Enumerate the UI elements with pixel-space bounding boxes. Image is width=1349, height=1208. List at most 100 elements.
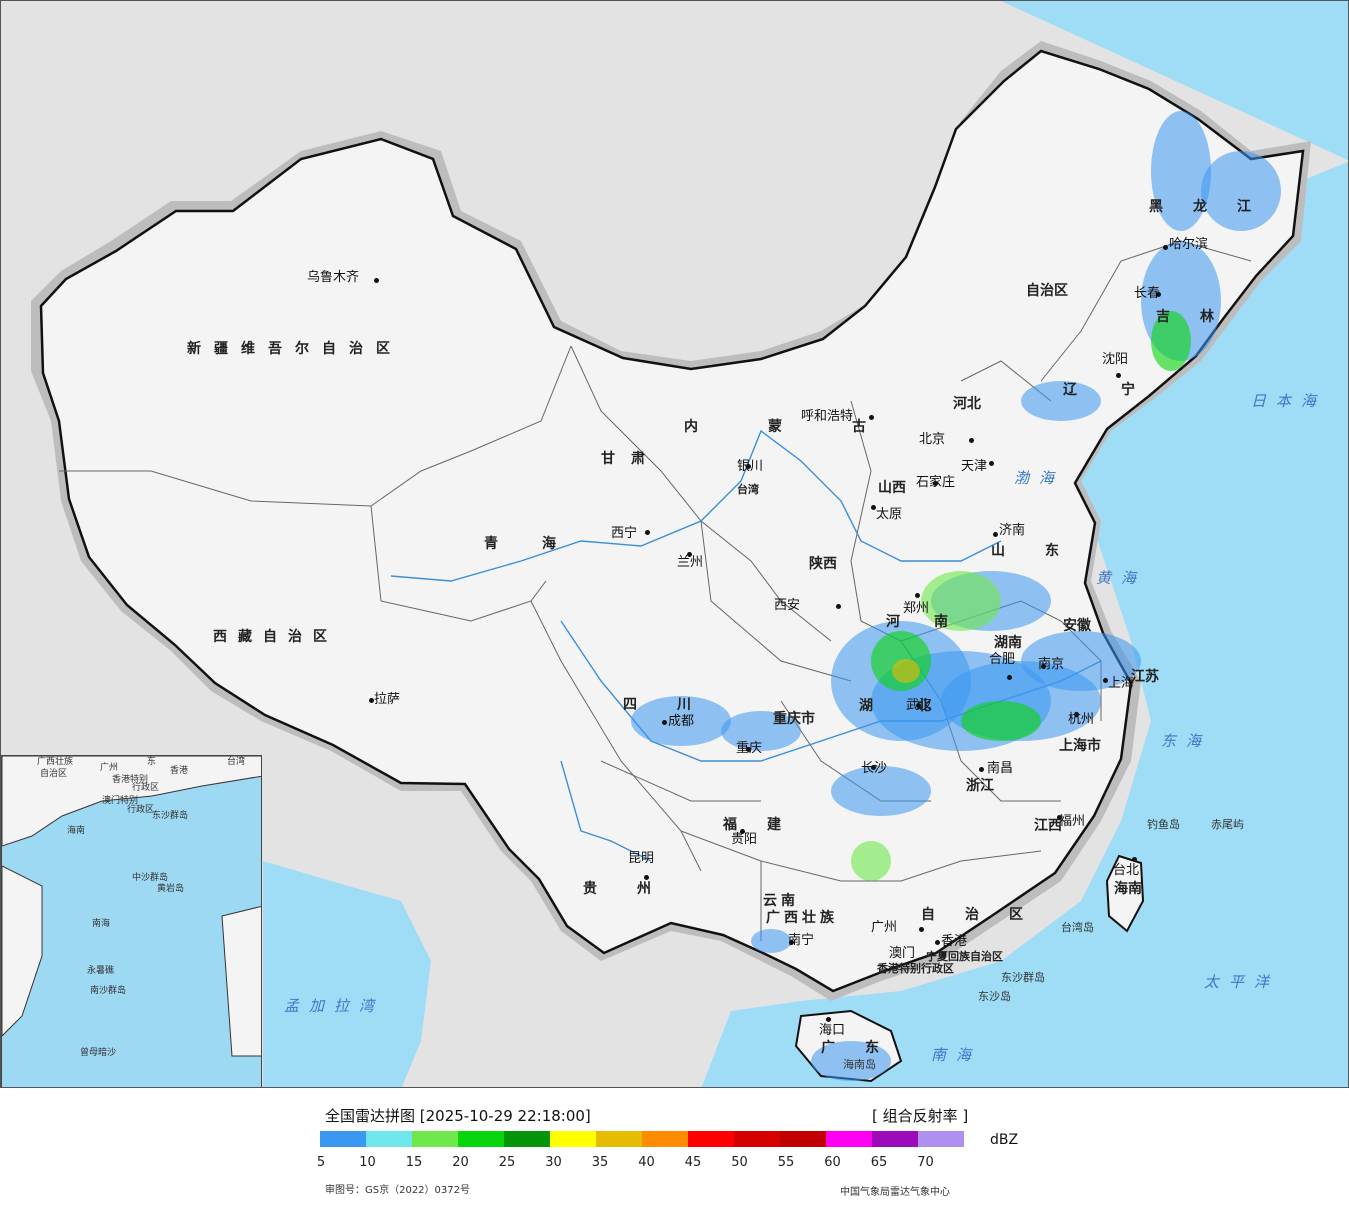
region-label: 黑龙江: [1149, 199, 1281, 215]
sea-label: 东海: [1161, 732, 1212, 750]
radar-echo: [892, 659, 920, 683]
region-label: 湖南: [994, 635, 1022, 651]
city-marker: [935, 940, 940, 945]
unit-label: dBZ: [990, 1132, 1019, 1148]
inset-label: 行政区: [127, 805, 155, 815]
region-label: 贵州: [583, 881, 691, 897]
city-marker: [989, 461, 994, 466]
region-label: 云南: [763, 893, 799, 909]
scale-tick: 5: [316, 1155, 326, 1170]
inset-label: 广州: [100, 763, 119, 773]
city-marker: [836, 604, 841, 609]
south-china-sea-inset: 广西壮族 自治区 广州东香港 台湾 香港特别 行政区 澳门特别 行政区 东沙群岛 海南 中沙群岛 黄岩…: [1, 755, 262, 1087]
city-label: 西安: [774, 598, 801, 613]
region-label: 青海: [484, 536, 600, 552]
city-label: 呼和浩特: [801, 409, 854, 424]
scale-tick: 20: [452, 1155, 469, 1170]
city-label: 杭州: [1068, 712, 1095, 727]
sea-label: 太平洋: [1204, 973, 1280, 991]
region-label: 河北: [953, 396, 981, 412]
region-label: 西藏自治区: [213, 629, 338, 645]
region-label: 陕西: [809, 556, 837, 572]
city-label: 香港: [941, 934, 968, 949]
city-marker: [916, 703, 921, 708]
radar-echo: [961, 701, 1041, 741]
city-marker: [871, 765, 876, 770]
city-marker: [1163, 245, 1168, 250]
city-marker: [1057, 815, 1062, 820]
city-label: 上海: [1108, 676, 1135, 691]
color-swatch: [688, 1131, 734, 1147]
region-label: 内蒙古: [684, 419, 936, 435]
city-marker: [1074, 712, 1079, 717]
city-label: 天津: [961, 459, 988, 474]
radar-echo: [811, 1041, 891, 1081]
map-canvas: [31, 1, 1348, 1087]
region-label: 台湾: [737, 483, 759, 496]
legend-title: 全国雷达拼图 [2025-10-29 22:18:00]: [325, 1107, 591, 1125]
city-marker: [1132, 857, 1137, 862]
region-label: 自治区: [1026, 283, 1068, 299]
city-label: 昆明: [628, 851, 655, 866]
source-label: 中国气象局雷达气象中心: [840, 1187, 950, 1198]
city-label: 郑州: [903, 601, 930, 616]
region-label: 上海市: [1059, 738, 1101, 754]
island-label: 钓鱼岛: [1147, 818, 1180, 831]
region-label: 自治区: [921, 907, 1053, 923]
inset-label: 香港: [170, 766, 189, 776]
product-label: [ 组合反射率 ]: [872, 1107, 969, 1125]
region-label: 浙江: [966, 778, 994, 794]
color-swatch: [366, 1131, 412, 1147]
inset-label: 永暑礁: [87, 966, 115, 976]
scale-tick: 45: [684, 1155, 702, 1170]
sea-label: 日本海: [1251, 392, 1327, 410]
inset-label: 南沙群岛: [90, 986, 127, 996]
inset-label: 曾母暗沙: [80, 1048, 117, 1058]
city-marker: [746, 464, 751, 469]
legend-panel: 全国雷达拼图 [2025-10-29 22:18:00] [ 组合反射率 ] d…: [0, 1088, 1349, 1208]
city-marker: [662, 720, 667, 725]
city-marker: [869, 415, 874, 420]
city-label: 南昌: [987, 761, 1014, 776]
city-label: 南宁: [788, 933, 815, 948]
color-swatch: [918, 1131, 964, 1147]
region-label: 湖北: [859, 698, 975, 714]
region-label: 香港特别行政区: [877, 962, 954, 975]
city-marker: [993, 532, 998, 537]
region-label: 四川: [623, 697, 731, 713]
city-label: 北京: [919, 432, 946, 447]
city-label: 乌鲁木齐: [307, 270, 360, 285]
radar-echo: [1201, 151, 1281, 231]
city-marker: [919, 927, 924, 932]
city-marker: [1007, 675, 1012, 680]
city-marker: [687, 552, 692, 557]
city-marker: [871, 505, 876, 510]
scale-tick: 15: [405, 1155, 423, 1170]
scale-tick: 50: [731, 1155, 748, 1170]
inset-label: 澳门特别: [102, 796, 139, 806]
scale-tick: 10: [359, 1155, 376, 1170]
city-label: 台北: [1113, 863, 1140, 878]
color-swatch: [596, 1131, 642, 1147]
region-label: 广西壮族: [766, 910, 838, 926]
inset-label: 黄岩岛: [157, 884, 185, 894]
city-marker: [645, 530, 650, 535]
scale-tick: 55: [777, 1155, 795, 1170]
color-swatch: [734, 1131, 780, 1147]
island-label: 东沙群岛: [1001, 971, 1045, 984]
taiwan-island: [1105, 854, 1145, 933]
radar-echo: [1021, 631, 1141, 691]
city-label: 拉萨: [374, 692, 401, 707]
scale-tick: 25: [498, 1155, 516, 1170]
region-label: 广东: [821, 1040, 909, 1056]
city-marker: [915, 593, 920, 598]
city-marker: [826, 1017, 831, 1022]
city-label: 济南: [999, 523, 1026, 538]
city-marker: [746, 747, 751, 752]
region-label: 重庆市: [773, 711, 815, 727]
region-label: 江西: [1034, 818, 1062, 834]
radar-map[interactable]: 乌鲁木齐拉萨西宁兰州银川呼和浩特北京天津石家庄太原济南西安郑州成都重庆武汉合肥南…: [0, 0, 1349, 1088]
island-label: 东沙岛: [978, 990, 1011, 1003]
scale-tick: 65: [870, 1155, 888, 1170]
sea-label: 南海: [931, 1046, 982, 1064]
